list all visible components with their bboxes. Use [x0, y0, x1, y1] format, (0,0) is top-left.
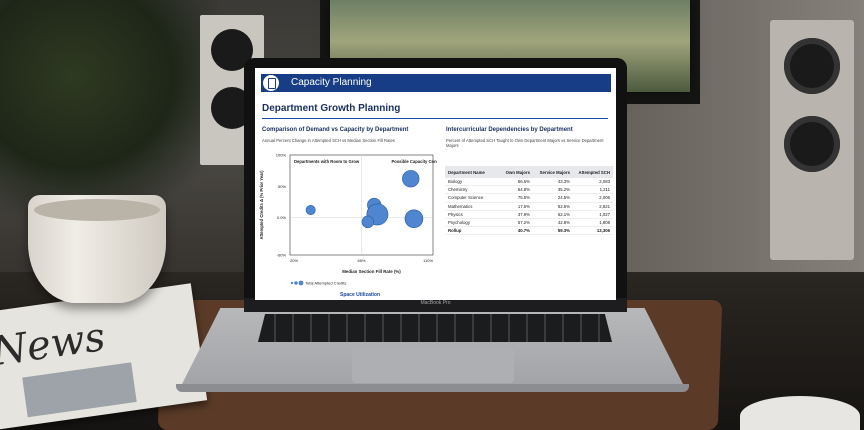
- dependencies-table: Department Name Own Majors Service Major…: [445, 166, 613, 236]
- attempted-sch-cell: 13,306: [573, 226, 613, 236]
- speaker-right: [770, 20, 854, 260]
- col-attempted-sch: Attempted SCH: [573, 166, 613, 178]
- table-row: Mathematics 17.5% 82.5% 2,821: [445, 202, 613, 211]
- table-total-row: Rollup 40.7% 59.3% 13,306: [445, 226, 613, 236]
- ceramic-cup: [28, 195, 166, 303]
- bubble-chart: Departments with Room to Grow Possible Ca…: [289, 154, 438, 286]
- mouse: [740, 396, 860, 430]
- own-majors-cell: 75.5%: [497, 193, 533, 203]
- own-majors-cell: 64.8%: [497, 185, 533, 195]
- title-divider: [262, 118, 608, 119]
- col-own-majors: Own Majors: [497, 166, 533, 178]
- table-row: Computer Science 75.5% 24.5% 2,006: [445, 193, 613, 203]
- table-row: Physics 37.9% 62.1% 1,027: [445, 210, 613, 219]
- attempted-sch-cell: 1,027: [573, 210, 613, 219]
- table-row: Biology 56.6% 43.3% 2,083: [445, 178, 613, 187]
- service-majors-cell: 42.8%: [533, 218, 573, 228]
- page-title: Department Growth Planning: [262, 103, 401, 114]
- col-department-name: Department Name: [445, 166, 497, 178]
- keyboard: [258, 314, 612, 342]
- table-row: Chemistry 64.8% 35.2% 1,211: [445, 185, 613, 195]
- plant: [0, 0, 230, 220]
- quadrant-label: Possible Capacity Constraints: [392, 159, 438, 164]
- service-majors-cell: 43.3%: [533, 178, 573, 187]
- department-cell: Rollup: [445, 226, 497, 236]
- service-majors-cell: 24.5%: [533, 193, 573, 203]
- legend-bubble-large: [298, 280, 304, 286]
- right-panel-subtitle: Percent of Attempted SCH Taught to Own D…: [446, 138, 604, 148]
- x-tick-label: 110%: [423, 258, 433, 263]
- department-cell: Mathematics: [445, 202, 497, 211]
- laptop-front-edge: [176, 384, 689, 392]
- laptop-brand-label: MacBook Pro: [420, 300, 451, 306]
- newspaper-masthead: News: [0, 313, 108, 376]
- attempted-sch-cell: 2,821: [573, 202, 613, 211]
- right-panel-title: Intercurricular Dependencies by Departme…: [446, 127, 573, 133]
- y-tick-label: -60%: [277, 253, 287, 258]
- newspaper-photo: [22, 362, 137, 418]
- attempted-sch-cell: 2,006: [573, 193, 613, 203]
- own-majors-cell: 40.7%: [497, 226, 533, 236]
- department-cell: Computer Science: [445, 193, 497, 203]
- department-cell: Biology: [445, 178, 497, 187]
- department-cell: Chemistry: [445, 185, 497, 195]
- service-majors-cell: 35.2%: [533, 185, 573, 195]
- service-majors-cell: 82.5%: [533, 202, 573, 211]
- left-panel-subtitle: Annual Percent Change in Attempted SCH v…: [262, 138, 395, 143]
- speaker-cone: [784, 116, 840, 172]
- x-tick-label: 65%: [357, 258, 365, 263]
- department-cell: Psychology: [445, 218, 497, 228]
- service-majors-cell: 62.1%: [533, 210, 573, 219]
- x-tick-label: 20%: [290, 258, 298, 263]
- bubble-point: [361, 215, 375, 229]
- own-majors-cell: 57.2%: [497, 218, 533, 228]
- attempted-sch-cell: 1,808: [573, 218, 613, 228]
- own-majors-cell: 56.6%: [497, 178, 533, 187]
- legend-bubble-small: [290, 281, 294, 285]
- table-header-row: Department Name Own Majors Service Major…: [445, 166, 613, 178]
- app-title: Capacity Planning: [291, 77, 372, 88]
- attempted-sch-cell: 1,211: [573, 185, 613, 195]
- space-utilization-link[interactable]: Space Utilization: [340, 292, 381, 298]
- own-majors-cell: 37.9%: [497, 210, 533, 219]
- y-axis-labels: 100% 50% 0.0% -60% Attempted Credits Δ (% Pr…: [259, 153, 287, 258]
- clipboard-icon: [263, 75, 279, 91]
- attempted-sch-cell: 2,083: [573, 178, 613, 187]
- table-row: Psychology 57.2% 42.8% 1,808: [445, 218, 613, 228]
- left-panel-title: Comparison of Demand vs Capacity by Depa…: [262, 127, 409, 133]
- bubble-point: [402, 170, 420, 188]
- col-service-majors: Service Majors: [533, 166, 573, 178]
- y-axis-label: Attempted Credits Δ (% Prior Year): [259, 170, 264, 240]
- bubble-point: [404, 209, 424, 229]
- own-majors-cell: 17.5%: [497, 202, 533, 211]
- app-header: Capacity Planning: [261, 74, 611, 92]
- y-tick-label: 0.0%: [277, 215, 287, 220]
- bubble-point: [305, 205, 316, 215]
- speaker-cone: [784, 38, 840, 94]
- y-tick-label: 50%: [278, 184, 286, 189]
- trackpad: [352, 347, 514, 383]
- legend-bubble-medium: [294, 281, 298, 285]
- legend-label: Total Attempted Credits: [305, 281, 346, 286]
- quadrant-label: Departments with Room to Grow: [294, 159, 360, 164]
- department-cell: Physics: [445, 210, 497, 219]
- laptop-chin: [244, 298, 627, 312]
- y-tick-label: 100%: [276, 153, 287, 158]
- service-majors-cell: 59.3%: [533, 226, 573, 236]
- x-axis-label: Median Section Fill Rate (%): [342, 269, 401, 274]
